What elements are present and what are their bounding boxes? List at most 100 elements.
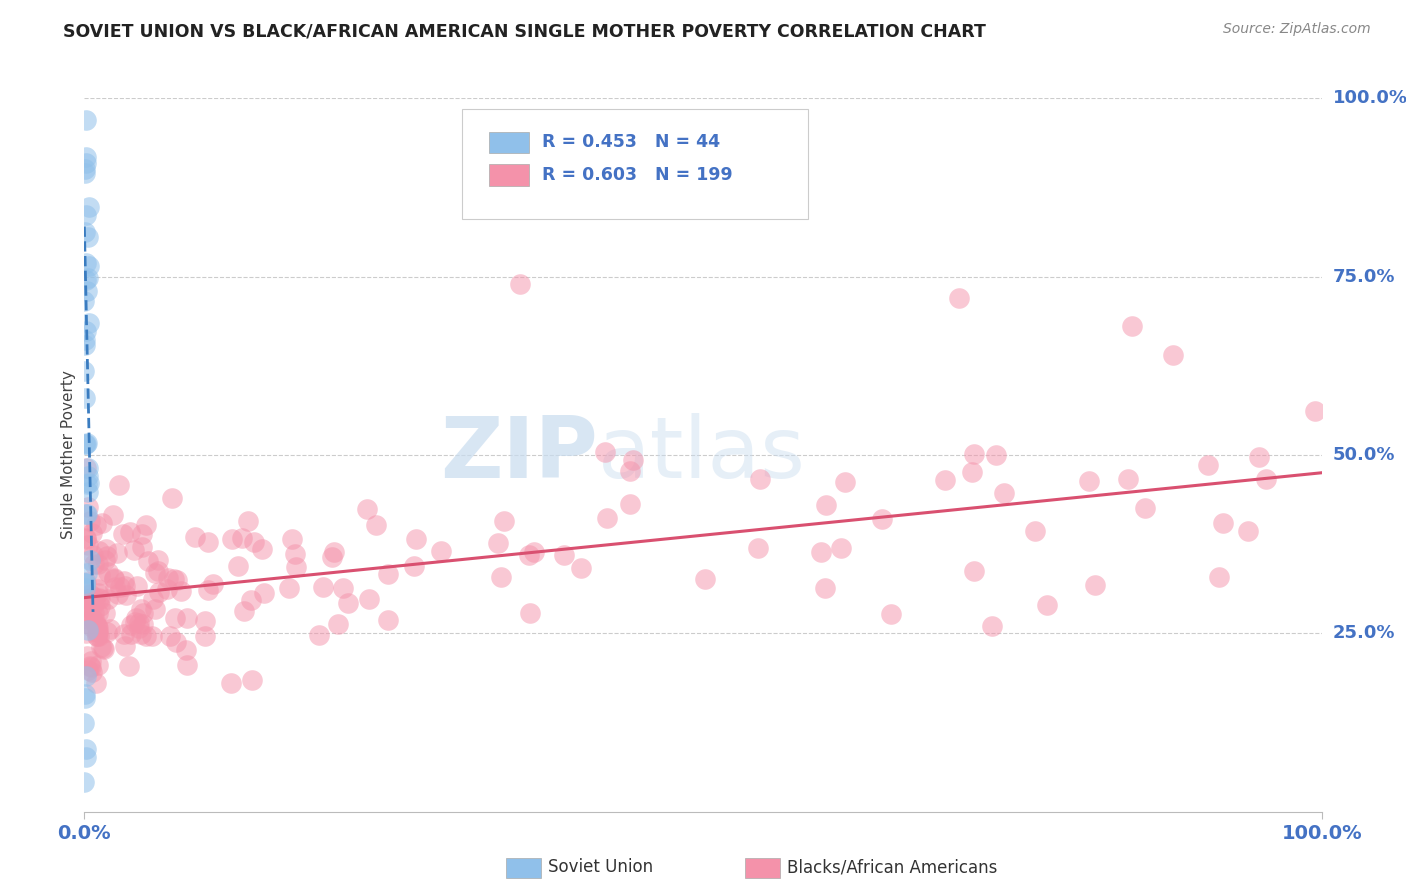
Point (125, 611, 148, 625)
Text: Blacks/African Americans: Blacks/African Americans (787, 858, 998, 876)
Point (112, 627, 135, 641)
Point (135, 517, 157, 532)
Point (75, 273, 97, 287)
Point (509, 277, 531, 291)
Point (430, 544, 453, 558)
Point (86, 629, 108, 643)
Point (1133, 500, 1156, 515)
Point (75, 532, 97, 546)
Point (77, 600, 100, 615)
Point (157, 571, 180, 585)
Point (377, 613, 399, 627)
Point (870, 511, 893, 525)
Point (166, 635, 188, 649)
Point (228, 558, 250, 573)
Point (984, 448, 1007, 462)
Text: R = 0.453   N = 44: R = 0.453 N = 44 (543, 134, 720, 152)
Point (337, 596, 360, 610)
Point (253, 586, 276, 600)
Point (111, 527, 134, 541)
Point (83, 594, 105, 608)
Point (96, 565, 118, 579)
Point (281, 532, 304, 546)
Point (221, 532, 243, 546)
Point (103, 571, 125, 585)
Point (73, 775, 96, 789)
Point (87, 629, 110, 643)
FancyBboxPatch shape (489, 132, 529, 153)
Point (284, 547, 307, 561)
Point (73, 364, 96, 378)
Point (962, 564, 984, 578)
Point (163, 572, 186, 586)
Point (76, 507, 98, 521)
Point (87, 621, 110, 635)
Point (332, 582, 354, 596)
Point (75, 532, 97, 546)
Point (84, 676, 107, 690)
Text: 50.0%: 50.0% (1333, 446, 1395, 464)
Point (75, 208, 97, 222)
Point (101, 508, 124, 523)
Point (87, 544, 110, 558)
Point (176, 610, 198, 624)
Point (98, 622, 121, 636)
Point (129, 627, 152, 641)
Point (84, 517, 107, 532)
Point (83, 590, 105, 604)
Point (749, 472, 772, 486)
Point (82, 598, 104, 612)
Point (236, 514, 259, 528)
Point (814, 498, 837, 512)
Point (252, 542, 274, 557)
Point (142, 592, 165, 607)
Point (75, 324, 97, 338)
Point (197, 535, 219, 549)
Point (122, 543, 145, 558)
Point (146, 553, 169, 567)
Point (127, 579, 149, 593)
Point (814, 581, 837, 595)
Point (73, 691, 96, 706)
Point (86, 586, 108, 600)
Point (242, 534, 264, 549)
Point (1084, 578, 1107, 592)
Point (79, 658, 101, 673)
Point (76, 612, 98, 626)
Point (94, 606, 117, 620)
Point (75, 581, 97, 595)
Point (148, 564, 170, 578)
Point (120, 627, 142, 641)
Point (82, 548, 104, 562)
Point (112, 574, 135, 588)
Point (553, 548, 575, 562)
Point (405, 533, 427, 547)
Point (328, 616, 350, 631)
Point (86, 619, 108, 633)
Point (132, 606, 155, 620)
Point (73, 575, 96, 590)
Point (96, 625, 118, 640)
Point (75, 749, 97, 764)
Point (231, 531, 253, 545)
Point (963, 447, 986, 461)
FancyBboxPatch shape (489, 164, 529, 186)
Point (77, 600, 100, 615)
Point (75, 338, 97, 352)
Point (120, 524, 142, 539)
Point (105, 546, 128, 560)
Point (948, 291, 970, 305)
Point (115, 588, 138, 602)
Text: SOVIET UNION VS BLACK/AFRICAN AMERICAN SINGLE MOTHER POVERTY CORRELATION CHART: SOVIET UNION VS BLACK/AFRICAN AMERICAN S… (63, 22, 986, 40)
Point (79, 553, 101, 567)
Text: ZIP: ZIP (440, 413, 598, 497)
Point (77, 663, 100, 677)
Point (86, 625, 108, 640)
Point (76, 566, 98, 580)
Point (75, 687, 97, 701)
Point (77, 460, 100, 475)
Point (114, 639, 136, 653)
Point (141, 629, 163, 643)
Point (747, 541, 769, 555)
Point (240, 593, 263, 607)
